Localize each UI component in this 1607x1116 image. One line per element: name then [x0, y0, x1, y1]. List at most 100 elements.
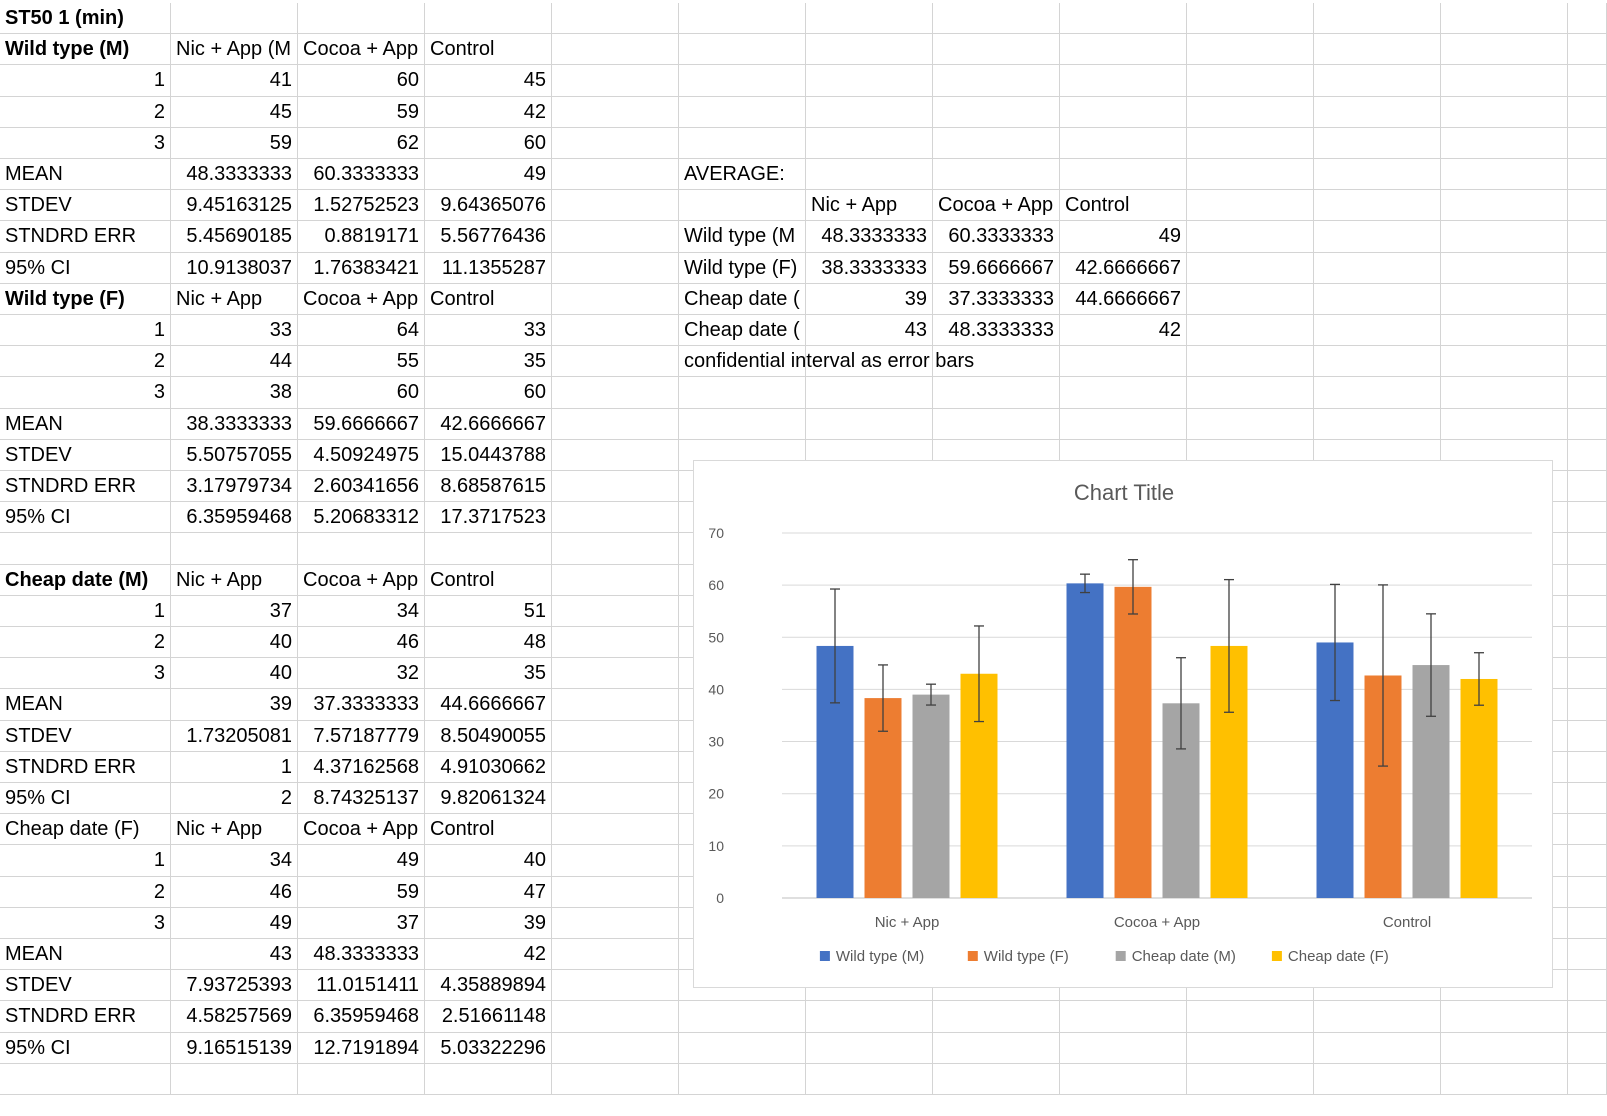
- cell-r12-c2[interactable]: 44: [171, 346, 298, 378]
- cell-r1-c5[interactable]: [552, 3, 679, 35]
- cell-r14-c8[interactable]: [933, 408, 1060, 440]
- cell-r5-c6[interactable]: [679, 127, 806, 159]
- cell-r4-c11[interactable]: [1314, 96, 1441, 128]
- cell-r29-c2[interactable]: 46: [171, 876, 298, 908]
- cell-r32-c5[interactable]: [552, 970, 679, 1002]
- cell-r3-c7[interactable]: [806, 65, 933, 97]
- cell-r14-c12[interactable]: [1441, 408, 1568, 440]
- cell-r14-c9[interactable]: [1060, 408, 1187, 440]
- cell-r34-c2[interactable]: 9.16515139: [171, 1032, 298, 1064]
- cell-r31-c5[interactable]: [552, 939, 679, 971]
- cell-r5-c1[interactable]: 3: [0, 127, 171, 159]
- cell-r17-c3[interactable]: 5.20683312: [298, 502, 425, 534]
- cell-r3-c1[interactable]: 1: [0, 65, 171, 97]
- cell-r1-c9[interactable]: [1060, 3, 1187, 35]
- cell-r9-c3[interactable]: 1.76383421: [298, 252, 425, 284]
- cell-r12-c3[interactable]: 55: [298, 346, 425, 378]
- cell-r11-c3[interactable]: 64: [298, 315, 425, 347]
- cell-r18-c4[interactable]: [425, 533, 552, 565]
- cell-r29-c13[interactable]: [1568, 876, 1607, 908]
- cell-r33-c12[interactable]: [1441, 1001, 1568, 1033]
- cell-r35-c4[interactable]: [425, 1063, 552, 1095]
- cell-r14-c5[interactable]: [552, 408, 679, 440]
- cell-r12-c12[interactable]: [1441, 346, 1568, 378]
- cell-r15-c2[interactable]: 5.50757055: [171, 439, 298, 471]
- cell-r26-c13[interactable]: [1568, 783, 1607, 815]
- cell-r8-c1[interactable]: STNDRD ERR: [0, 221, 171, 253]
- cell-r27-c5[interactable]: [552, 814, 679, 846]
- cell-r3-c3[interactable]: 60: [298, 65, 425, 97]
- cell-r5-c12[interactable]: [1441, 127, 1568, 159]
- cell-r34-c8[interactable]: [933, 1032, 1060, 1064]
- cell-r1-c7[interactable]: [806, 3, 933, 35]
- cell-r11-c7[interactable]: 43: [806, 315, 933, 347]
- cell-r12-c5[interactable]: [552, 346, 679, 378]
- cell-r13-c8[interactable]: [933, 377, 1060, 409]
- cell-r9-c9[interactable]: 42.6666667: [1060, 252, 1187, 284]
- cell-r12-c13[interactable]: [1568, 346, 1607, 378]
- cell-r20-c1[interactable]: 1: [0, 595, 171, 627]
- cell-r6-c6[interactable]: AVERAGE:: [679, 159, 806, 191]
- cell-r30-c3[interactable]: 37: [298, 907, 425, 939]
- cell-r31-c1[interactable]: MEAN: [0, 939, 171, 971]
- cell-r7-c7[interactable]: Nic + App: [806, 190, 933, 222]
- cell-r14-c11[interactable]: [1314, 408, 1441, 440]
- cell-r26-c2[interactable]: 2: [171, 783, 298, 815]
- cell-r11-c2[interactable]: 33: [171, 315, 298, 347]
- cell-r20-c5[interactable]: [552, 595, 679, 627]
- cell-r23-c5[interactable]: [552, 689, 679, 721]
- cell-r22-c4[interactable]: 35: [425, 658, 552, 690]
- cell-r34-c4[interactable]: 5.03322296: [425, 1032, 552, 1064]
- cell-r35-c1[interactable]: [0, 1063, 171, 1095]
- cell-r5-c8[interactable]: [933, 127, 1060, 159]
- cell-r7-c12[interactable]: [1441, 190, 1568, 222]
- cell-r27-c2[interactable]: Nic + App: [171, 814, 298, 846]
- cell-r11-c4[interactable]: 33: [425, 315, 552, 347]
- cell-r9-c5[interactable]: [552, 252, 679, 284]
- cell-r5-c13[interactable]: [1568, 127, 1607, 159]
- cell-r22-c2[interactable]: 40: [171, 658, 298, 690]
- cell-r19-c2[interactable]: Nic + App: [171, 564, 298, 596]
- cell-r2-c4[interactable]: Control: [425, 34, 552, 66]
- cell-r12-c10[interactable]: [1187, 346, 1314, 378]
- cell-r11-c8[interactable]: 48.3333333: [933, 315, 1060, 347]
- cell-r32-c4[interactable]: 4.35889894: [425, 970, 552, 1002]
- cell-r6-c11[interactable]: [1314, 159, 1441, 191]
- cell-r10-c10[interactable]: [1187, 283, 1314, 315]
- cell-r3-c9[interactable]: [1060, 65, 1187, 97]
- cell-r13-c11[interactable]: [1314, 377, 1441, 409]
- cell-r19-c5[interactable]: [552, 564, 679, 596]
- cell-r7-c13[interactable]: [1568, 190, 1607, 222]
- cell-r10-c7[interactable]: 39: [806, 283, 933, 315]
- cell-r33-c13[interactable]: [1568, 1001, 1607, 1033]
- cell-r10-c9[interactable]: 44.6666667: [1060, 283, 1187, 315]
- cell-r11-c12[interactable]: [1441, 315, 1568, 347]
- cell-r27-c4[interactable]: Control: [425, 814, 552, 846]
- cell-r7-c1[interactable]: STDEV: [0, 190, 171, 222]
- cell-r34-c13[interactable]: [1568, 1032, 1607, 1064]
- cell-r6-c4[interactable]: 49: [425, 159, 552, 191]
- cell-r25-c1[interactable]: STNDRD ERR: [0, 751, 171, 783]
- cell-r2-c11[interactable]: [1314, 34, 1441, 66]
- cell-r8-c5[interactable]: [552, 221, 679, 253]
- cell-r28-c13[interactable]: [1568, 845, 1607, 877]
- cell-r6-c1[interactable]: MEAN: [0, 159, 171, 191]
- cell-r34-c6[interactable]: [679, 1032, 806, 1064]
- cell-r3-c10[interactable]: [1187, 65, 1314, 97]
- cell-r3-c13[interactable]: [1568, 65, 1607, 97]
- cell-r33-c4[interactable]: 2.51661148: [425, 1001, 552, 1033]
- cell-r18-c1[interactable]: [0, 533, 171, 565]
- cell-r13-c2[interactable]: 38: [171, 377, 298, 409]
- cell-r7-c4[interactable]: 9.64365076: [425, 190, 552, 222]
- cell-r4-c6[interactable]: [679, 96, 806, 128]
- cell-r24-c1[interactable]: STDEV: [0, 720, 171, 752]
- cell-r5-c2[interactable]: 59: [171, 127, 298, 159]
- cell-r28-c4[interactable]: 40: [425, 845, 552, 877]
- cell-r21-c4[interactable]: 48: [425, 627, 552, 659]
- cell-r25-c5[interactable]: [552, 751, 679, 783]
- cell-r17-c4[interactable]: 17.3717523: [425, 502, 552, 534]
- cell-r34-c10[interactable]: [1187, 1032, 1314, 1064]
- cell-r11-c13[interactable]: [1568, 315, 1607, 347]
- cell-r35-c7[interactable]: [806, 1063, 933, 1095]
- cell-r26-c3[interactable]: 8.74325137: [298, 783, 425, 815]
